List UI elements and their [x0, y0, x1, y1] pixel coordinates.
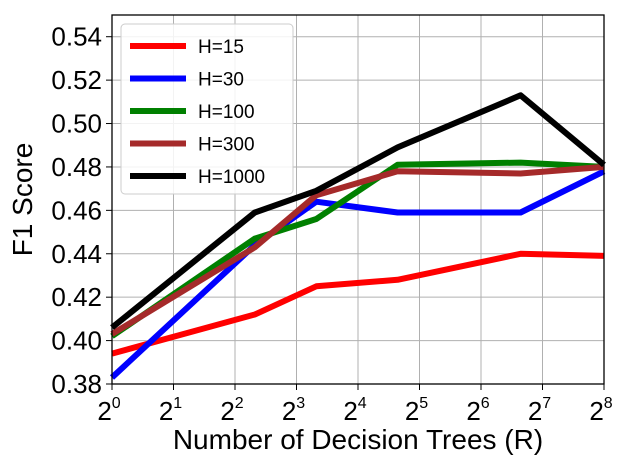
legend-label: H=15: [198, 37, 244, 58]
y-tick-label: 0.46: [51, 195, 102, 225]
x-tick-label: 24: [343, 395, 366, 426]
series-line-h-300: [110, 163, 605, 337]
x-tick-label: 26: [466, 395, 489, 426]
y-tick-label: 0.42: [51, 282, 102, 312]
y-axis-label: F1 Score: [7, 143, 38, 257]
legend-box: [120, 23, 294, 195]
y-tick-label: 0.44: [51, 239, 102, 269]
y-axis-ticks: 0.38 0.40 0.42 0.44 0.46 0.48 0.50 0.52 0.54: [51, 22, 112, 399]
x-tick-label: 20: [97, 395, 120, 426]
y-tick-label: 0.50: [51, 109, 102, 139]
series-line-h-1000: [110, 92, 606, 330]
legend-label: H=300: [198, 135, 255, 156]
legend: H=15 H=30 H=100 H=300 H=1000: [120, 23, 294, 195]
x-tick-label: 25: [405, 395, 428, 426]
y-tick-label: 0.54: [51, 22, 102, 52]
x-tick-label: 23: [282, 395, 305, 426]
x-axis-ticks: 20 21 22 23 24 25 26 27 28: [97, 384, 613, 426]
x-axis-label: Number of Decision Trees (R): [173, 424, 543, 455]
x-tick-label: 27: [528, 395, 551, 426]
series-line-h-30: [109, 168, 606, 380]
legend-label: H=30: [198, 70, 244, 91]
x-tick-label: 22: [220, 395, 243, 426]
y-tick-label: 0.48: [51, 152, 102, 182]
y-tick-label: 0.52: [51, 65, 102, 95]
series-lines: [109, 92, 606, 380]
x-tick-label: 28: [589, 395, 612, 426]
legend-label: H=100: [198, 102, 255, 123]
legend-label: H=1000: [198, 167, 265, 188]
series-line-h-15: [111, 250, 605, 357]
y-tick-label: 0.38: [51, 369, 102, 399]
y-tick-label: 0.40: [51, 326, 102, 356]
x-tick-label: 21: [159, 395, 182, 426]
series-line-h-100: [110, 159, 605, 339]
